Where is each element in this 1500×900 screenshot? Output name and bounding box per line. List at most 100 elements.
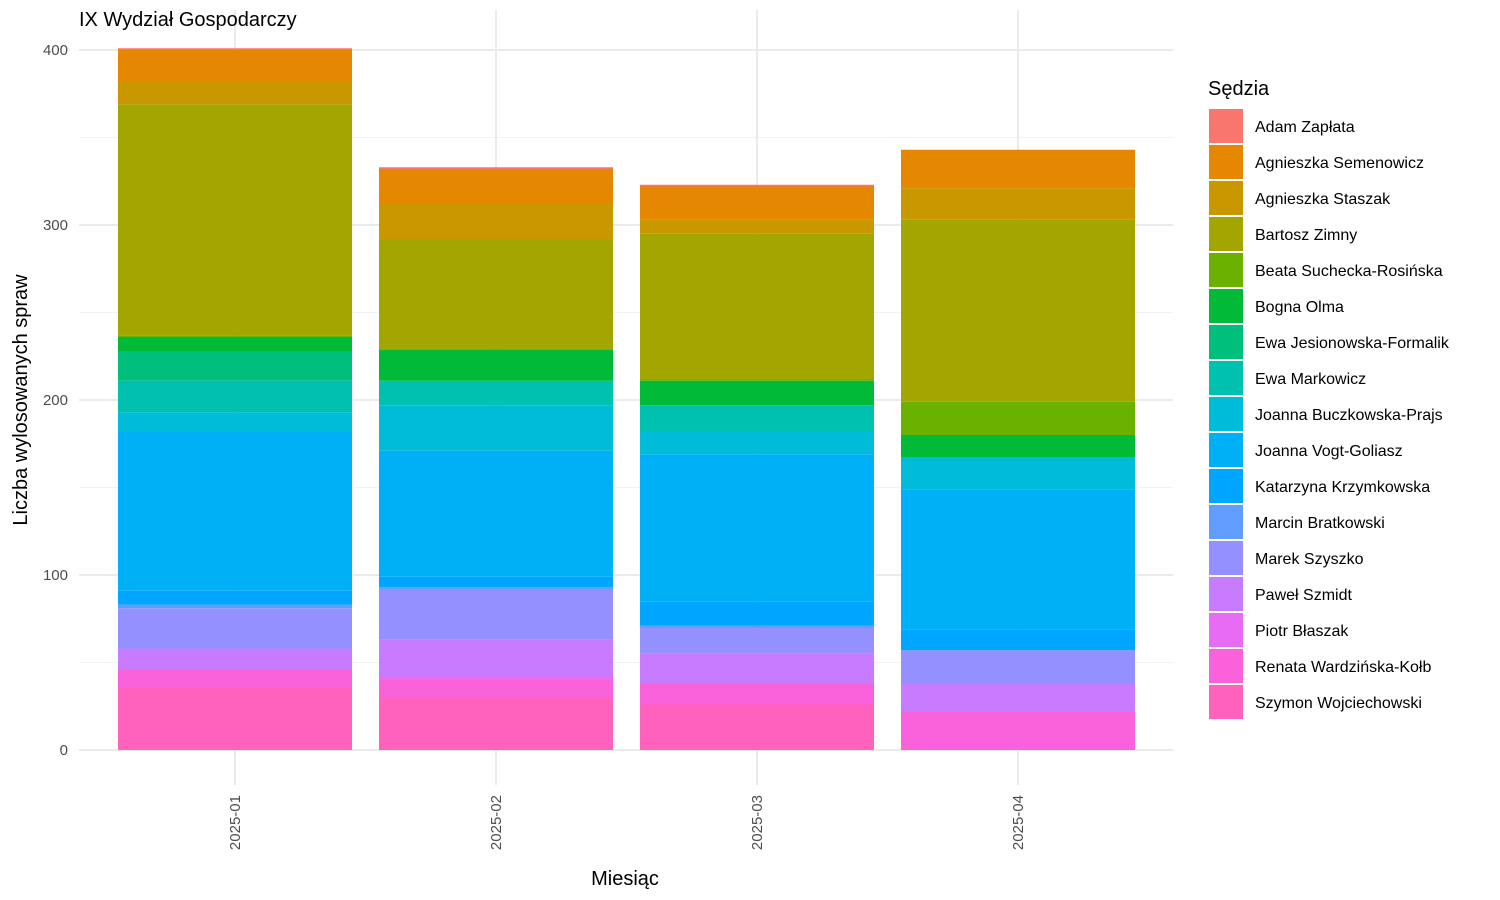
bar-segment bbox=[640, 405, 874, 432]
bar-segment bbox=[118, 81, 352, 105]
bar-segment bbox=[379, 204, 613, 239]
x-tick-label: 2025-04 bbox=[1010, 795, 1027, 850]
legend-swatch bbox=[1209, 109, 1243, 143]
legend-label: Szymon Wojciechowski bbox=[1255, 695, 1422, 712]
bar-segment bbox=[901, 219, 1135, 402]
bar-segment bbox=[901, 489, 1135, 630]
bar-segment bbox=[118, 50, 352, 82]
legend-swatch bbox=[1209, 505, 1243, 539]
bar-segment bbox=[901, 149, 1135, 189]
bar-segment bbox=[118, 351, 352, 381]
legend-label: Marcin Bratkowski bbox=[1255, 515, 1385, 532]
legend-label: Ewa Jesionowska-Formalik bbox=[1255, 335, 1450, 352]
bar-segment bbox=[640, 625, 874, 628]
legend-label: Adam Zapłata bbox=[1255, 119, 1355, 136]
bar-segment bbox=[118, 590, 352, 605]
legend-swatch bbox=[1209, 181, 1243, 215]
bar-segment bbox=[379, 676, 613, 680]
legend-label: Agnieszka Staszak bbox=[1255, 191, 1391, 208]
x-tick-label: 2025-03 bbox=[749, 795, 766, 850]
bars bbox=[118, 48, 1135, 750]
bar-segment bbox=[379, 380, 613, 406]
legend-label: Beata Suchecka-Rosińska bbox=[1255, 263, 1443, 280]
bar-segment bbox=[901, 650, 1135, 684]
legend-label: Joanna Vogt-Goliasz bbox=[1255, 443, 1403, 460]
bar-segment bbox=[379, 167, 613, 169]
legend-swatch bbox=[1209, 685, 1243, 719]
legend-items: Adam Zapłata Agnieszka Semenowicz Agnieszk… bbox=[1209, 109, 1450, 719]
x-tick-label: 2025-02 bbox=[488, 795, 505, 850]
bar-segment bbox=[640, 601, 874, 626]
bar-segment bbox=[379, 576, 613, 588]
legend-swatch bbox=[1209, 217, 1243, 251]
y-tick-label: 100 bbox=[43, 567, 68, 584]
bar-segment bbox=[379, 349, 613, 381]
bar-segment bbox=[640, 233, 874, 379]
bar-segment bbox=[118, 380, 352, 413]
legend-label: Ewa Markowicz bbox=[1255, 371, 1366, 388]
legend-label: Katarzyna Krzymkowska bbox=[1255, 479, 1430, 496]
bar-segment bbox=[901, 711, 1135, 750]
bar-segment bbox=[118, 608, 352, 649]
bar-segment bbox=[118, 669, 352, 687]
x-tick-label: 2025-01 bbox=[227, 795, 244, 850]
legend-title: Sędzia bbox=[1208, 78, 1270, 100]
legend-label: Marek Szyszko bbox=[1255, 551, 1364, 568]
chart-title: IX Wydział Gospodarczy bbox=[79, 9, 297, 31]
bar-segment bbox=[640, 186, 874, 220]
bar-segment bbox=[379, 169, 613, 204]
bar-segment bbox=[118, 337, 352, 351]
bar-segment bbox=[640, 379, 874, 381]
bar-segment bbox=[379, 239, 613, 350]
bar-segment bbox=[901, 683, 1135, 712]
legend-label: Bogna Olma bbox=[1255, 299, 1344, 316]
bar-segment bbox=[118, 604, 352, 609]
bar-segment bbox=[640, 704, 874, 750]
legend-swatch bbox=[1209, 361, 1243, 395]
legend-swatch bbox=[1209, 577, 1243, 611]
legend-swatch bbox=[1209, 397, 1243, 431]
legend-swatch bbox=[1209, 145, 1243, 179]
bar-segment bbox=[901, 401, 1135, 435]
legend-label: Joanna Buczkowska-Prajs bbox=[1255, 407, 1443, 424]
bar-segment bbox=[379, 587, 613, 589]
bar-segment bbox=[640, 653, 874, 684]
legend-swatch bbox=[1209, 613, 1243, 647]
bar-segment bbox=[901, 629, 1135, 651]
legend-swatch bbox=[1209, 541, 1243, 575]
y-tick-label: 0 bbox=[60, 742, 68, 759]
bar-segment bbox=[379, 680, 613, 698]
bar-segment bbox=[640, 454, 874, 602]
y-axis-title: Liczba wylosowanych spraw bbox=[10, 274, 32, 526]
bar-segment bbox=[118, 335, 352, 337]
bar-segment bbox=[640, 219, 874, 234]
bar-segment bbox=[118, 412, 352, 432]
y-tick-label: 200 bbox=[43, 392, 68, 409]
legend-swatch bbox=[1209, 289, 1243, 323]
bar-segment bbox=[118, 104, 352, 336]
x-axis-title: Miesiąc bbox=[591, 868, 659, 890]
legend-swatch bbox=[1209, 253, 1243, 287]
legend-label: Agnieszka Semenowicz bbox=[1255, 155, 1424, 172]
legend-label: Piotr Błaszak bbox=[1255, 623, 1349, 640]
y-tick-label: 400 bbox=[43, 42, 68, 59]
legend-swatch bbox=[1209, 469, 1243, 503]
bar-segment bbox=[901, 188, 1135, 220]
legend-swatch bbox=[1209, 649, 1243, 683]
bar-segment bbox=[379, 697, 613, 750]
bar-segment bbox=[640, 380, 874, 406]
legend-label: Renata Wardzińska-Kołb bbox=[1255, 659, 1431, 676]
bar-segment bbox=[901, 435, 1135, 458]
bar-segment bbox=[640, 683, 874, 705]
bar-segment bbox=[118, 48, 352, 50]
bar-segment bbox=[640, 431, 874, 455]
bar-segment bbox=[379, 639, 613, 677]
x-axis-ticks: 2025-01 2025-02 2025-03 2025-04 bbox=[227, 795, 1027, 850]
bar-segment bbox=[118, 687, 352, 750]
bar-segment bbox=[379, 450, 613, 577]
y-axis-ticks: 0 100 200 300 400 bbox=[43, 42, 68, 759]
bar-segment bbox=[379, 589, 613, 640]
legend-label: Bartosz Zimny bbox=[1255, 227, 1357, 244]
